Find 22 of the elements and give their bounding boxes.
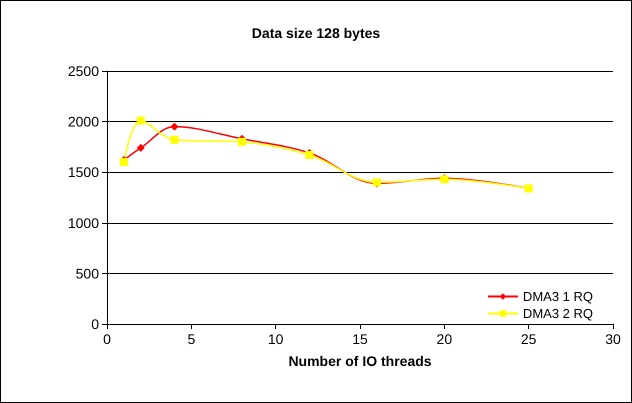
point xyxy=(136,116,145,125)
y-tick-label: 1000 xyxy=(68,214,100,231)
x-tick-label: 5 xyxy=(187,331,196,347)
y-tick-label: 0 xyxy=(91,316,100,332)
x-tick-label: 0 xyxy=(103,331,112,347)
legend-label: DMA3 1 RQ xyxy=(522,289,594,304)
x-axis-title: Number of IO threads xyxy=(288,353,432,369)
y-tick-label: 1500 xyxy=(68,164,100,180)
point xyxy=(170,136,178,144)
point xyxy=(170,122,178,131)
x-tick-label: 30 xyxy=(605,331,621,347)
legend-label: DMA3 2 RQ xyxy=(522,306,594,321)
x-tick-label: 25 xyxy=(520,331,537,347)
point xyxy=(136,144,145,152)
y-tick-label: 2500 xyxy=(68,63,100,79)
point xyxy=(238,138,246,146)
x-tick-label: 15 xyxy=(352,331,368,347)
y-tick-label: 2000 xyxy=(68,114,100,130)
chart-title: Data size 128 bytes xyxy=(252,25,380,41)
x-tick-label: 10 xyxy=(268,331,284,347)
y-tick-label: 500 xyxy=(76,265,100,282)
x-tick-label: 20 xyxy=(436,331,452,347)
